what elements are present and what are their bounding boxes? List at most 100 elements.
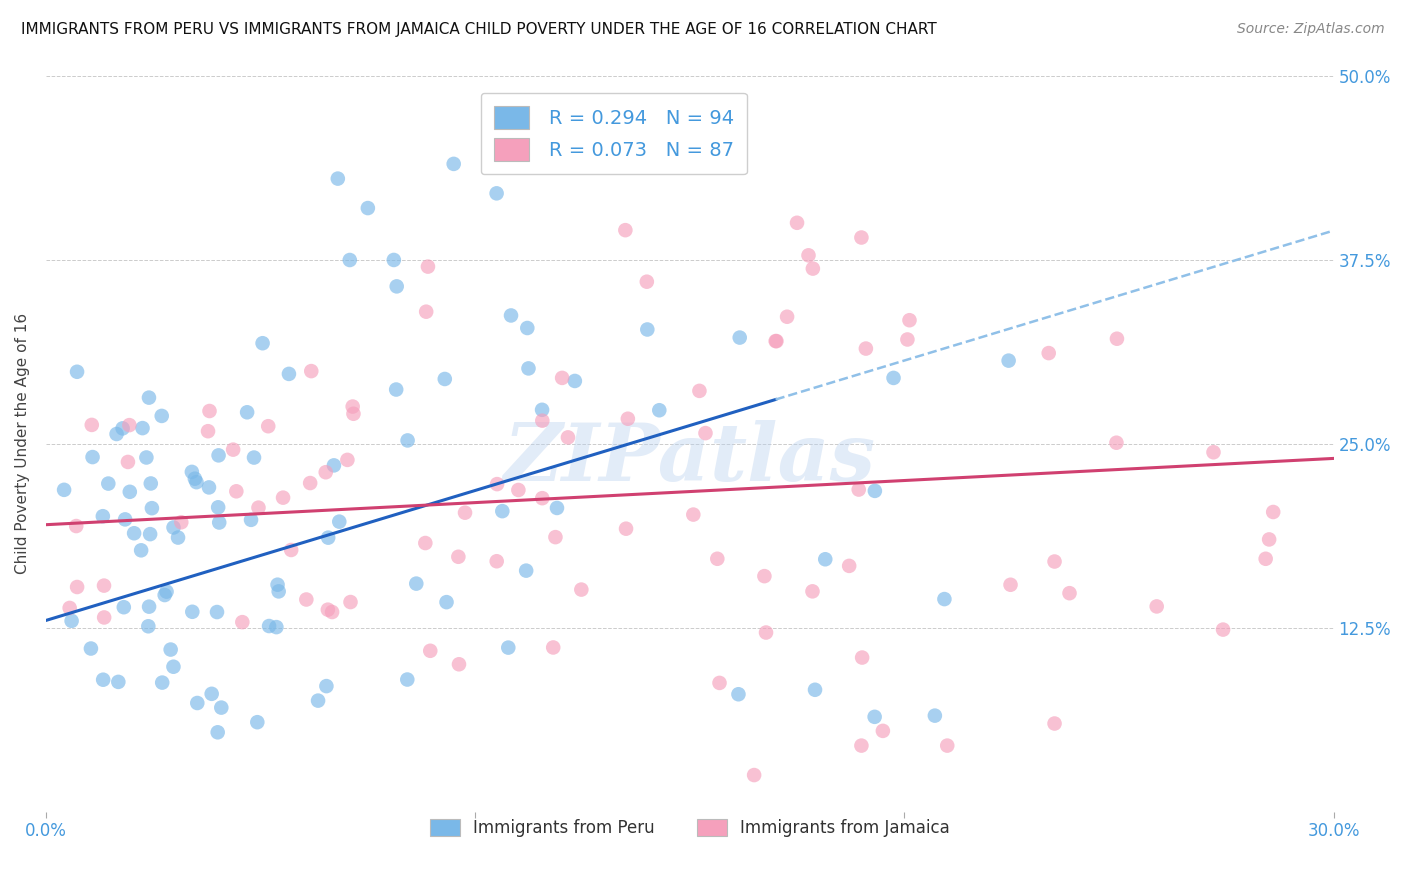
Point (105, 427, 128, 442)
Legend: Immigrants from Peru, Immigrants from Jamaica: Immigrants from Peru, Immigrants from Ja… (423, 813, 956, 844)
Point (170, 515, 193, 529)
Point (342, 400, 364, 414)
Point (636, 275, 658, 289)
Point (1000, 578, 1022, 592)
Point (541, 640, 564, 655)
Point (546, 500, 568, 515)
Point (112, 600, 135, 615)
Point (257, 619, 280, 633)
Point (280, 543, 302, 558)
Point (201, 687, 224, 701)
Point (405, 576, 427, 591)
Point (801, 261, 824, 276)
Point (243, 450, 266, 465)
Point (186, 696, 208, 710)
Text: Source: ZipAtlas.com: Source: ZipAtlas.com (1237, 22, 1385, 37)
Point (385, 383, 408, 397)
Point (838, 558, 860, 573)
Point (162, 659, 184, 673)
Point (167, 531, 190, 545)
Point (636, 322, 658, 336)
Point (1043, 555, 1066, 569)
Point (66, 580, 89, 594)
Point (851, 650, 873, 665)
Point (516, 321, 538, 335)
Point (872, 723, 894, 738)
Point (107, 674, 129, 689)
Point (197, 424, 219, 438)
Point (252, 336, 274, 351)
Point (485, 186, 508, 201)
Point (271, 491, 294, 505)
Point (266, 577, 288, 591)
Point (416, 260, 439, 274)
Point (797, 248, 820, 262)
Point (997, 353, 1019, 368)
Point (1258, 533, 1281, 547)
Point (326, 171, 349, 186)
Point (299, 364, 322, 378)
Point (321, 605, 343, 619)
Point (557, 430, 579, 444)
Point (138, 599, 160, 614)
Point (447, 657, 470, 672)
Point (266, 620, 288, 634)
Point (342, 407, 364, 421)
Point (136, 619, 159, 633)
Point (278, 367, 301, 381)
Point (135, 450, 157, 465)
Point (80, 641, 103, 656)
Point (491, 504, 513, 518)
Point (1105, 332, 1128, 346)
Point (247, 500, 270, 515)
Point (1146, 599, 1168, 614)
Point (236, 405, 259, 419)
Point (569, 582, 592, 597)
Point (186, 475, 208, 490)
Point (295, 592, 318, 607)
Point (240, 513, 263, 527)
Point (339, 595, 361, 609)
Point (181, 605, 204, 619)
Point (415, 536, 437, 550)
Text: IMMIGRANTS FROM PERU VS IMMIGRANTS FROM JAMAICA CHILD POVERTY UNDER THE AGE OF 1: IMMIGRANTS FROM PERU VS IMMIGRANTS FROM … (21, 22, 936, 37)
Point (184, 472, 207, 486)
Point (60, 614, 83, 628)
Point (765, 334, 787, 348)
Point (544, 530, 567, 544)
Point (131, 421, 153, 435)
Point (198, 480, 221, 494)
Point (93, 579, 115, 593)
Point (754, 569, 776, 583)
Point (499, 309, 522, 323)
Point (485, 554, 508, 568)
Point (709, 676, 731, 690)
Point (564, 374, 586, 388)
Point (315, 679, 337, 693)
Point (447, 549, 470, 564)
Point (139, 476, 162, 491)
Point (396, 673, 419, 687)
Point (257, 419, 280, 434)
Point (97, 476, 120, 491)
Point (1043, 716, 1066, 731)
Point (486, 477, 509, 491)
Point (316, 531, 339, 545)
Point (614, 522, 637, 536)
Point (129, 543, 152, 558)
Point (267, 584, 290, 599)
Point (1059, 586, 1081, 600)
Point (436, 595, 458, 609)
Point (863, 710, 886, 724)
Y-axis label: Child Poverty Under the Age of 16: Child Poverty Under the Age of 16 (15, 313, 30, 574)
Point (307, 693, 329, 707)
Point (198, 404, 221, 418)
Point (682, 508, 704, 522)
Point (706, 551, 728, 566)
Point (385, 279, 408, 293)
Point (150, 675, 173, 690)
Point (855, 342, 877, 356)
Point (316, 602, 339, 616)
Point (415, 304, 437, 318)
Point (328, 515, 350, 529)
